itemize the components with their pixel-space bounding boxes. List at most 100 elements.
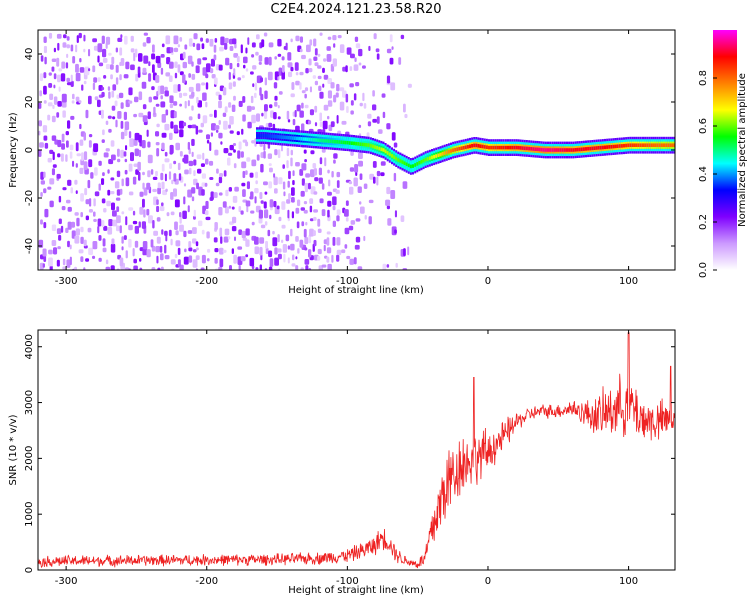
spectrogram-cell [319, 121, 323, 127]
spectrogram-cell [241, 128, 244, 135]
spectrogram-cell [281, 201, 286, 210]
spectrogram-cell [98, 62, 104, 67]
spectrogram-cell [191, 151, 194, 157]
spectrogram-cell [277, 53, 282, 57]
spectrogram-cell [209, 160, 214, 166]
spectrogram-cell [111, 202, 115, 211]
spectrogram-cell [191, 124, 197, 129]
spectrogram-cell [306, 44, 311, 53]
spectrogram-cell [72, 160, 75, 167]
spectrogram-cell [193, 215, 196, 220]
spectrogram-cell [276, 205, 280, 210]
spectrogram-cell [222, 87, 227, 96]
spectrogram-cell [333, 43, 336, 48]
spectrogram-cell [294, 62, 299, 71]
spectrogram-cell [314, 62, 319, 67]
spectrogram-cell [196, 96, 199, 104]
spectrogram-cell [88, 247, 93, 255]
snr-x-axis-label: Height of straight line (km) [288, 585, 424, 596]
spectrogram-track-segment [277, 135, 280, 139]
spectrogram-cell [346, 255, 351, 260]
spectrogram-cell [101, 109, 104, 119]
spectrogram-cell [213, 77, 218, 85]
spectrogram-cell [102, 58, 108, 63]
spectrogram-track-segment [447, 149, 450, 154]
spectrogram-cell [345, 93, 349, 103]
spectrogram-cell [53, 247, 58, 255]
spectrogram-cell [83, 161, 88, 170]
spectrogram-cell [310, 169, 315, 178]
spectrogram-cell [142, 67, 147, 73]
spectrogram-cell [227, 157, 231, 166]
spectrogram-cell [254, 82, 258, 91]
spectrogram-cell [234, 43, 237, 49]
spectrogram-cell [264, 90, 268, 99]
spectrogram-track-segment [519, 146, 522, 150]
spectrogram-cell [390, 190, 396, 199]
spectrogram-cell [98, 183, 101, 191]
spectrogram-cell [223, 236, 229, 243]
spectrogram-cell [76, 217, 80, 227]
spectrogram-track-segment [610, 145, 613, 149]
spectrogram-cell [187, 205, 190, 213]
spectrogram-cell [97, 226, 100, 234]
spectrogram-cell [219, 173, 223, 178]
spectrogram-cell [295, 162, 300, 167]
spectrogram-cell [304, 259, 310, 265]
spectrogram-cell [53, 96, 58, 105]
spectrogram-track-segment [665, 143, 668, 147]
spectrogram-cell [317, 255, 321, 261]
spectrogram-cell [314, 122, 318, 127]
spectrogram-track-segment [570, 148, 573, 152]
spectrogram-cell [314, 48, 318, 56]
spectrogram-track-segment [660, 143, 663, 147]
y-tick-label: 0 [24, 567, 35, 573]
spectrogram-cell [177, 44, 181, 48]
spectrogram-cell [191, 138, 195, 146]
spectrogram-track-segment [606, 145, 609, 149]
spectrogram-cell [133, 163, 139, 167]
snr-y-axis-label: SNR (10 * v/v) [8, 414, 19, 485]
spectrogram-cell [193, 209, 196, 217]
spectrogram-cell [164, 244, 167, 254]
spectrogram-cell [228, 205, 232, 209]
spectrogram-cell [326, 231, 331, 235]
spectrogram-cell [354, 57, 357, 62]
spectrogram-cell [301, 123, 305, 132]
spectrogram-cell [169, 103, 174, 109]
spectrogram-cell [79, 67, 85, 73]
spectrogram-track-segment [551, 148, 554, 152]
spectrogram-cell [164, 90, 169, 97]
spectrogram-cell [81, 84, 84, 91]
spectrogram-cell [213, 54, 217, 61]
spectrogram-cell [231, 248, 234, 254]
spectrogram-cell [287, 257, 290, 264]
spectrogram-cell [44, 142, 49, 149]
spectrogram-cell [327, 90, 332, 99]
spectrogram-track-segment [312, 138, 315, 142]
spectrogram-track-segment [568, 148, 571, 152]
spectrogram-cell [201, 173, 206, 179]
spectrogram-cell [256, 34, 260, 40]
spectrogram-track-segment [612, 144, 615, 149]
spectrogram-cell [138, 149, 141, 158]
y-tick-label: 1000 [24, 501, 35, 526]
spectrogram-cell [124, 35, 128, 45]
spectrogram-cell [323, 58, 327, 62]
spectrogram-cell [299, 48, 303, 53]
spectrogram-track-segment [517, 145, 520, 150]
spectrogram-cell [301, 178, 305, 186]
spectrogram-track-segment [409, 164, 412, 169]
spectrogram-cell [189, 167, 192, 175]
spectrogram-cell [93, 211, 96, 217]
spectrogram-cell [393, 172, 397, 182]
spectrogram-track-segment [644, 143, 647, 147]
spectrogram-cell [177, 64, 181, 73]
spectrogram-cell [164, 230, 168, 236]
spectrogram-cell [107, 86, 111, 91]
spectrogram-cell [128, 191, 134, 196]
spectrogram-cell [51, 224, 57, 231]
spectrogram-cell [201, 189, 205, 196]
spectrogram-cell [295, 80, 300, 86]
spectrogram-cell [66, 77, 70, 83]
